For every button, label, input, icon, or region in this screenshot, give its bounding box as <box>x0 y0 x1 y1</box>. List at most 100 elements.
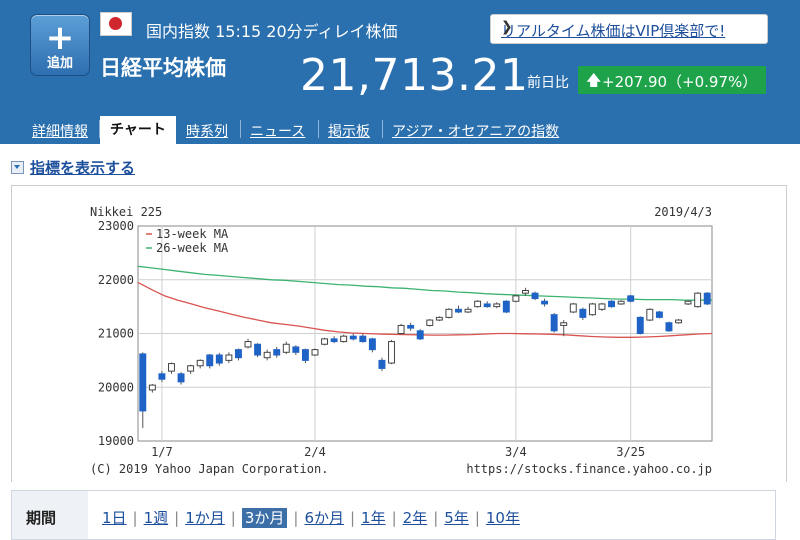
candle-body <box>569 303 577 313</box>
chart-copyright: (C) 2019 Yahoo Japan Corporation. <box>90 462 328 476</box>
vip-link-text[interactable]: リアルタイム株価はVIP倶楽部で! <box>501 22 726 40</box>
x-tick-label: 2/4 <box>304 445 326 459</box>
candle-body <box>636 316 644 334</box>
candle-body <box>234 349 242 359</box>
japan-flag-icon <box>100 12 132 36</box>
tab-asia-indices[interactable]: アジア・オセアニアの指数 <box>392 124 560 140</box>
candle-body <box>378 359 386 369</box>
tab-divider <box>382 120 383 138</box>
candle-body <box>416 330 424 340</box>
candle-body <box>455 308 462 313</box>
period-option[interactable]: 5年 <box>444 509 469 527</box>
candle-body <box>168 363 175 372</box>
period-option[interactable]: 1か月 <box>185 509 225 527</box>
y-tick-label: 19000 <box>98 434 134 448</box>
period-option[interactable]: 1週 <box>143 509 169 527</box>
period-separator: | <box>230 509 236 527</box>
candle-body <box>407 324 415 329</box>
period-option[interactable]: 6か月 <box>304 509 344 527</box>
period-options: 1日 | 1週 | 1か月 | 3か月 | 6か月 | 1年 | 2年 | 5年 | 10年 <box>102 507 520 528</box>
y-tick-label: 23000 <box>98 219 134 233</box>
tab-chart[interactable]: チャート <box>100 116 176 144</box>
candle-body <box>560 322 568 326</box>
period-selector: 期間 1日 | 1週 | 1か月 | 3か月 | 6か月 | 1年 | 2年 | 5年 | 10年 <box>11 490 776 540</box>
category-line: 国内指数 15:15 20分ディレイ株価 <box>146 22 398 41</box>
candle-body <box>368 338 376 351</box>
period-separator: | <box>132 509 138 527</box>
indicator-toggle-label[interactable]: 指標を表示する <box>30 159 136 177</box>
candle-body <box>502 300 510 313</box>
candle-body <box>215 354 223 364</box>
period-option[interactable]: 1年 <box>361 509 386 527</box>
change-badge: 🡅 +207.90（+0.97%） <box>578 66 766 94</box>
candle-body <box>301 349 309 361</box>
period-label: 期間 <box>26 509 57 527</box>
current-price: 21,713.21 <box>300 50 529 101</box>
candle-body <box>292 346 300 353</box>
candle-body <box>646 308 654 321</box>
period-option[interactable]: 10年 <box>485 509 520 527</box>
candle-body <box>474 300 482 308</box>
candle-body <box>435 316 443 321</box>
add-button-label: 追加 <box>46 56 73 71</box>
price-chart: Nikkei 225 2019/4/3 (C) 2019 Yahoo Japan… <box>90 205 713 476</box>
candle-body <box>177 373 185 383</box>
candle-body <box>703 292 711 305</box>
candle-body <box>426 319 434 326</box>
chart-date: 2019/4/3 <box>654 205 712 219</box>
x-tick-label: 3/25 <box>616 445 645 459</box>
candle-body <box>694 292 702 308</box>
period-separator: | <box>474 509 480 527</box>
candle-body <box>617 300 625 305</box>
candle-body <box>263 351 271 359</box>
period-option[interactable]: 3か月 <box>241 508 288 528</box>
plus-icon: + <box>45 18 75 58</box>
add-to-portfolio-button[interactable]: + 追加 <box>30 14 90 76</box>
indicator-toggle[interactable]: 指標を表示する <box>11 157 135 178</box>
period-separator: | <box>433 509 439 527</box>
candle-body <box>225 354 233 361</box>
chart-source: https://stocks.finance.yahoo.co.jp <box>466 462 712 476</box>
candle-body <box>521 290 529 294</box>
candle-body <box>349 335 357 340</box>
candle-body <box>206 354 214 367</box>
candle-body <box>541 300 549 305</box>
candle-body <box>321 338 329 345</box>
legend-label: 13-week MA <box>156 227 229 241</box>
y-tick-label: 20000 <box>98 380 134 394</box>
candle-body <box>388 341 395 364</box>
vip-link[interactable]: リアルタイム株価はVIP倶楽部で! ❯ <box>490 14 768 44</box>
candle-body <box>675 319 682 324</box>
period-separator: | <box>391 509 397 527</box>
tab-board[interactable]: 掲示板 <box>328 124 370 140</box>
candle-body <box>665 322 673 332</box>
tab-news[interactable]: ニュース <box>250 124 306 140</box>
legend-label: 26-week MA <box>156 241 229 255</box>
ma13-line <box>137 281 713 338</box>
tab-details[interactable]: 詳細情報 <box>32 124 88 140</box>
tab-divider <box>240 120 241 138</box>
candle-body <box>655 311 663 318</box>
chart-panel: Nikkei 225 2019/4/3 (C) 2019 Yahoo Japan… <box>11 185 787 482</box>
tab-bar: 詳細情報 チャート 時系列 ニュース 掲示板 アジア・オセアニアの指数 <box>0 116 800 144</box>
candle-body <box>148 384 156 391</box>
candle-body <box>340 335 348 343</box>
period-separator: | <box>293 509 299 527</box>
period-option[interactable]: 2年 <box>402 509 428 527</box>
candle-body <box>244 341 252 348</box>
candle-body <box>512 295 520 302</box>
period-separator: | <box>349 509 356 527</box>
expand-icon <box>11 161 24 174</box>
candle-body <box>588 303 596 316</box>
ma26-line <box>137 265 712 301</box>
candle-body <box>139 353 147 412</box>
candle-body <box>550 314 558 332</box>
candle-body <box>627 295 635 302</box>
candle-body <box>684 300 692 305</box>
candle-body <box>187 365 195 372</box>
candle-body <box>493 303 501 308</box>
chevron-right-icon: ❯ <box>501 19 513 35</box>
period-option[interactable]: 1日 <box>102 509 127 527</box>
tab-timeseries[interactable]: 時系列 <box>186 124 228 140</box>
tab-divider <box>99 120 100 138</box>
